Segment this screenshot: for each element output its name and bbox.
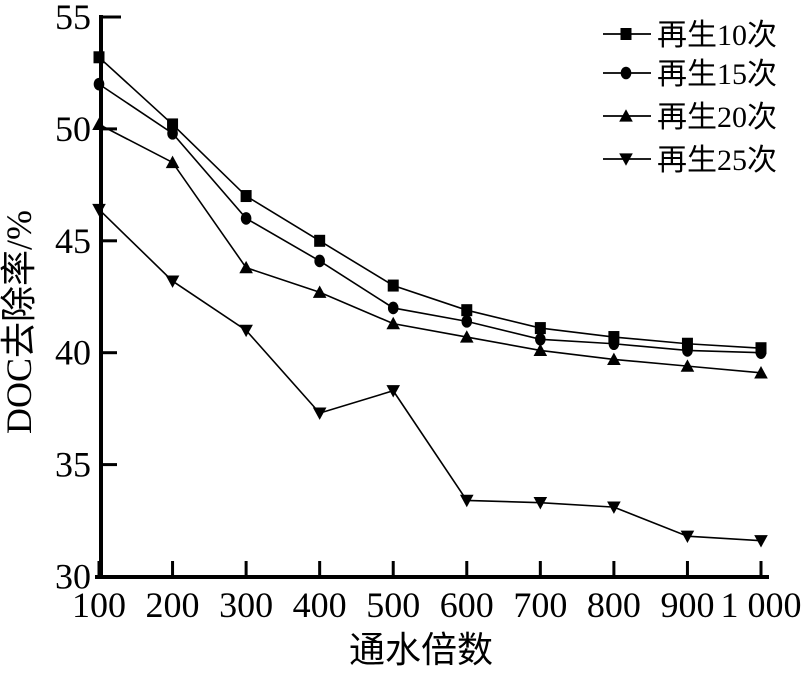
- x-axis-title: 通水倍数: [349, 630, 493, 670]
- square-marker: [240, 190, 252, 203]
- series-line: [98, 208, 762, 542]
- triangle-up-marker: [680, 359, 695, 372]
- x-tick-label: 200: [146, 585, 200, 625]
- legend-item-4: 再生25次: [603, 144, 777, 177]
- triangle-up-marker: [607, 352, 621, 366]
- circle-marker: [535, 332, 546, 346]
- legend-item-2: 再生15次: [603, 58, 777, 91]
- triangle-down-marker: [533, 497, 548, 510]
- legend-label: 再生10次: [657, 19, 777, 52]
- square-marker: [620, 28, 632, 40]
- legend-label: 再生20次: [657, 101, 777, 134]
- circle-marker: [167, 127, 178, 140]
- triangle-up-marker: [754, 366, 768, 379]
- x-tick-label: 800: [587, 585, 641, 625]
- circle-marker: [93, 77, 105, 91]
- series-1: [93, 51, 767, 355]
- x-tick-label: 400: [293, 585, 347, 625]
- circle-marker: [387, 301, 399, 315]
- triangle-up-marker: [533, 343, 548, 357]
- triangle-up-marker: [92, 117, 106, 131]
- triangle-down-marker: [680, 530, 695, 544]
- triangle-down-marker: [165, 275, 180, 288]
- y-tick-label: 45: [55, 221, 91, 261]
- circle-marker: [682, 344, 693, 357]
- triangle-down-marker: [619, 153, 633, 166]
- legend-label: 再生25次: [657, 144, 777, 177]
- square-marker: [387, 279, 399, 292]
- triangle-up-marker: [165, 155, 180, 169]
- series-3: [92, 117, 768, 379]
- x-tick-label: 1 000: [721, 585, 802, 625]
- square-marker: [608, 331, 620, 344]
- triangle-down-marker: [607, 501, 621, 514]
- triangle-down-marker: [386, 385, 401, 398]
- square-marker: [93, 51, 105, 64]
- x-tick-label: 100: [72, 585, 126, 625]
- circle-marker: [240, 212, 252, 225]
- square-marker: [167, 118, 179, 131]
- y-tick-label: 35: [55, 445, 91, 485]
- x-tick-label: 900: [660, 585, 714, 625]
- x-tick-label: 600: [440, 585, 494, 625]
- series-line: [98, 83, 762, 354]
- series-2: [93, 77, 767, 360]
- y-tick-label: 50: [55, 109, 91, 149]
- y-tick-label: 40: [55, 333, 91, 373]
- triangle-up-marker: [386, 316, 401, 330]
- x-tick-label: 500: [366, 585, 420, 625]
- triangle-up-marker: [619, 109, 633, 122]
- triangle-up-marker: [459, 330, 474, 343]
- triangle-up-marker: [312, 285, 327, 298]
- circle-marker: [608, 337, 620, 351]
- x-tick-label: 700: [513, 585, 567, 625]
- triangle-down-marker: [459, 494, 474, 508]
- circle-marker: [314, 254, 325, 268]
- series-line: [98, 123, 762, 374]
- legend-item-3: 再生20次: [603, 101, 777, 134]
- series-line: [98, 56, 762, 350]
- y-axis-title: DOC去除率/%: [0, 210, 39, 434]
- square-marker: [314, 234, 326, 247]
- square-marker: [534, 322, 546, 335]
- data-series: [92, 51, 768, 548]
- legend-item-1: 再生10次: [603, 19, 777, 52]
- square-marker: [461, 304, 473, 317]
- legend-label: 再生15次: [657, 58, 777, 91]
- triangle-down-marker: [92, 203, 106, 217]
- circle-marker: [461, 315, 473, 328]
- triangle-down-marker: [312, 407, 327, 420]
- circle-marker: [755, 346, 767, 360]
- x-tick-label: 300: [219, 585, 273, 625]
- y-tick-label: 30: [55, 557, 91, 597]
- y-tick-label: 55: [55, 0, 91, 37]
- triangle-down-marker: [754, 535, 768, 548]
- triangle-down-marker: [239, 324, 253, 338]
- axes: 100 200 300 400 500 600 700 800 900 1 000 30 35 40 45…: [55, 0, 802, 625]
- series-4: [92, 203, 768, 548]
- circle-marker: [620, 66, 632, 80]
- triangle-up-marker: [239, 260, 253, 274]
- square-marker: [681, 337, 693, 350]
